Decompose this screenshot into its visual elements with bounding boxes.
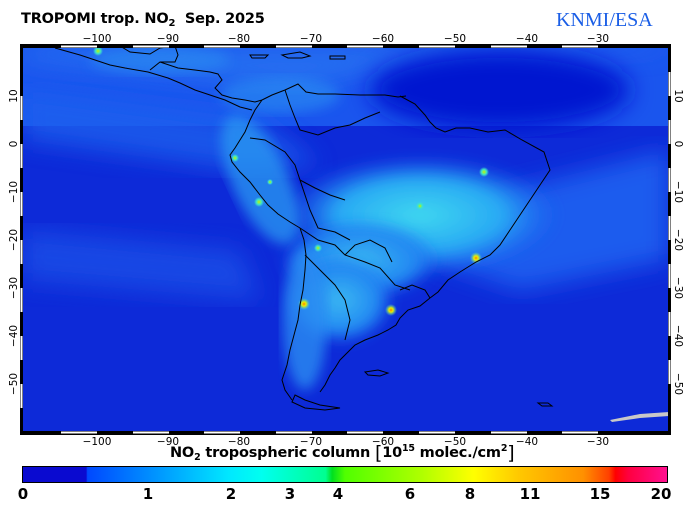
hotspot-mexico xyxy=(93,46,103,56)
right-latitude-labels: 10 0 −10 −20 −30 −40 −50 xyxy=(672,89,684,395)
colorbar-tick-label: 4 xyxy=(332,485,344,503)
lon-label: −80 xyxy=(228,33,250,45)
lon-label: −70 xyxy=(300,436,322,448)
colorbar-tick-label: 1 xyxy=(142,485,154,503)
lat-label: −30 xyxy=(8,277,20,299)
lat-label: −40 xyxy=(672,325,684,347)
cb-unit-exp: 15 xyxy=(401,443,415,454)
hotspot-ne-brazil xyxy=(479,167,489,177)
cb-title-sub: 2 xyxy=(194,452,201,463)
lat-label: −10 xyxy=(672,181,684,203)
hotspot xyxy=(231,154,239,162)
lon-label: −60 xyxy=(372,436,394,448)
cb-bracket-open: [ xyxy=(374,442,383,464)
lat-label: 10 xyxy=(672,89,684,102)
cb-unit-base: 10 xyxy=(382,445,402,461)
top-tick-strip xyxy=(22,45,669,48)
lat-label: −20 xyxy=(8,229,20,251)
top-longitude-labels: −100 −90 −80 −70 −60 −50 −40 −30 xyxy=(83,33,610,45)
lat-label: −30 xyxy=(672,277,684,299)
colorbar-tick-label: 2 xyxy=(225,485,237,503)
hotspot xyxy=(416,202,424,210)
lat-label: −50 xyxy=(8,373,20,395)
lon-label: −100 xyxy=(83,436,112,448)
cb-unit-rest: molec./cm xyxy=(414,445,501,461)
no2-field xyxy=(22,46,669,433)
lon-label: −90 xyxy=(157,33,179,45)
bottom-tick-strip xyxy=(22,431,669,434)
cb-unit-exp2: 2 xyxy=(500,443,508,454)
lon-label: −60 xyxy=(372,33,394,45)
lat-label: 0 xyxy=(8,141,20,148)
hotspot xyxy=(314,244,322,252)
colorbar-tick-label: 8 xyxy=(464,485,476,503)
left-latitude-labels: 10 0 −10 −20 −30 −40 −50 xyxy=(8,89,20,395)
coastlines xyxy=(54,46,554,411)
bottom-longitude-labels: −100 −90 −80 −70 −60 −50 −40 −30 xyxy=(83,436,610,448)
lon-label: −40 xyxy=(516,33,538,45)
lon-label: −30 xyxy=(587,436,609,448)
lon-label: −50 xyxy=(444,436,466,448)
colorbar-tick-label: 0 xyxy=(17,485,29,503)
lon-label: −90 xyxy=(157,436,179,448)
colorbar-tick-label: 3 xyxy=(284,485,296,503)
cb-bracket-close: ] xyxy=(507,442,515,464)
lon-label: −30 xyxy=(587,33,609,45)
colorbar-tick-label: 6 xyxy=(404,485,416,503)
lon-label: −100 xyxy=(83,33,112,45)
lat-label: −40 xyxy=(8,325,20,347)
lon-label: −50 xyxy=(444,33,466,45)
colorbar-title: NO2 tropospheric column [1015 molec./cm2… xyxy=(170,442,515,464)
sea-ice xyxy=(610,412,669,422)
lat-label: 0 xyxy=(672,141,684,148)
lon-label: −70 xyxy=(300,33,322,45)
colorbar-tick-label: 11 xyxy=(519,485,541,503)
lat-label: −50 xyxy=(672,373,684,395)
cb-title-middle: tropospheric column xyxy=(200,445,375,461)
hotspot-lima xyxy=(254,197,264,207)
colorbar-tick-label: 15 xyxy=(589,485,611,503)
title-subscript: 2 xyxy=(168,18,176,29)
title-text: TROPOMI trop. NO xyxy=(21,11,169,27)
lon-label: −80 xyxy=(228,436,250,448)
lat-label: −20 xyxy=(672,229,684,251)
hotspot xyxy=(267,179,273,185)
lat-label: 10 xyxy=(8,89,20,102)
left-tick-strip xyxy=(20,46,23,433)
colorbar xyxy=(22,466,668,483)
colorbar-tick-label: 20 xyxy=(650,485,672,503)
credit-label: KNMI/ESA xyxy=(556,9,653,31)
map-title: TROPOMI trop. NO2 Sep. 2025 xyxy=(21,11,265,29)
cb-title-text: NO xyxy=(170,445,195,461)
lat-label: −10 xyxy=(8,181,20,203)
hotspot-buenos-aires xyxy=(385,304,397,316)
right-tick-strip xyxy=(668,46,671,433)
title-date: Sep. 2025 xyxy=(175,11,265,27)
lon-label: −40 xyxy=(516,436,538,448)
